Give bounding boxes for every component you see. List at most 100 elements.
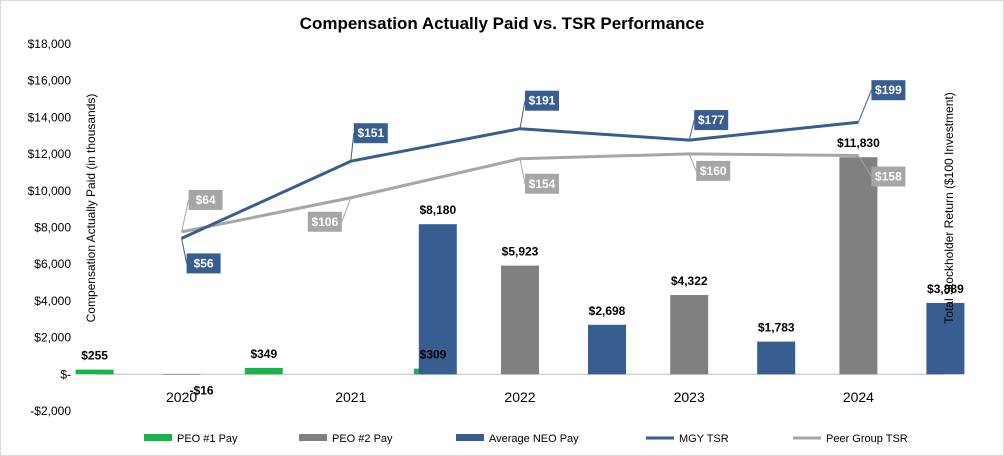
y-axis-title: Compensation Actually Paid (in thousands… [84,94,98,323]
legend-label: Average NEO Pay [489,433,579,445]
callout-value: $56 [194,256,214,270]
legend-item-peo-2-pay: PEO #2 Pay [299,433,393,445]
secondary-y-axis-title: Total Stockholder Return ($100 Investmen… [942,92,956,323]
y-tick-label: -$2,000 [30,404,71,418]
callout-box [307,211,342,232]
callout-leader [857,90,872,123]
x-tick-label: 2024 [843,389,874,405]
x-tick-label: 2023 [674,389,705,405]
bar-average-neo-pay-2023 [757,341,796,375]
callout-box [353,123,388,144]
legend: PEO #1 Pay PEO #2 Pay Average NEO Pay MGY T… [144,433,908,445]
bar-peo-1-pay-2020 [75,369,114,375]
chart-title: Compensation Actually Paid vs. TSR Perfo… [300,14,705,33]
y-tick-label: $16,000 [28,74,72,88]
callout-box [525,173,559,194]
bar-peo-2-pay-2024 [839,157,878,375]
callout-value: $151 [357,126,384,140]
tsr-callout: $56 [181,238,221,274]
callout-value: $177 [698,113,725,127]
callout-value: $154 [529,177,556,191]
callout-leader [688,153,697,172]
bar-peo-2-pay-2022 [501,265,539,375]
bar-data-labels: $255 $349 $309 -$16 $5,923 $4,322 $11,830 $8,18… [81,136,964,397]
callout-value: $199 [875,83,902,97]
callout-leader [181,199,190,233]
bar-average-neo-pay-2024 [926,302,965,375]
legend-item-mgy-tsr: MGY TSR [646,433,729,445]
callout-value: $64 [196,193,216,207]
tsr-callout: $151 [350,123,388,162]
y-tick-label: $- [60,367,71,381]
bar-peo-2-pay-2023 [670,294,709,375]
callout-leader [519,100,526,129]
callout-box [696,160,731,181]
tsr-callout: $199 [857,80,906,123]
bar-data-label: $3,889 [927,282,964,296]
legend-item-average-neo-pay: Average NEO Pay [456,433,579,445]
callout-leader [181,238,188,264]
legend-swatch [456,434,484,441]
y-tick-label: $14,000 [28,110,72,124]
legend-label: PEO #1 Pay [177,433,238,445]
tsr-callout: $64 [181,189,223,233]
bar-data-label: -$16 [190,383,214,397]
y-tick-label: $4,000 [34,294,71,308]
tsr-callout: $191 [519,90,559,129]
callout-box [871,80,906,101]
callout-leader [857,155,872,177]
legend-label: MGY TSR [679,433,729,445]
bar-data-label: $1,783 [758,321,795,335]
callout-value: $106 [311,215,338,229]
y-tick-label: $10,000 [28,184,72,198]
x-tick-label: 2021 [335,389,366,405]
callout-box [186,253,221,274]
bar-data-label: $349 [250,347,277,361]
callout-leader [341,197,352,222]
y-tick-label: $8,000 [34,221,71,235]
bar-data-label: $8,180 [419,203,456,217]
callout-box [694,110,729,131]
x-tick-label: 2020 [166,389,197,405]
x-axis-categories: 2020 2021 2022 2023 2024 [166,389,874,405]
x-tick-label: 2022 [504,389,535,405]
bar-average-neo-pay-2022 [588,324,626,375]
tsr-lines [180,120,859,240]
callout-value: $160 [700,164,727,178]
tsr-callout: $106 [307,197,352,232]
callout-value: $191 [529,94,556,108]
bars [75,157,965,375]
y-tick-label: $2,000 [34,331,71,345]
callout-box [188,189,223,210]
legend-item-peer-group-tsr: Peer Group TSR [793,433,908,445]
y-tick-label: $18,000 [28,37,72,51]
mgy-tsr-line [180,120,859,240]
bar-peo-1-pay-2021 [244,367,283,375]
tsr-callouts: $56 $151 $191 $177 $199 $64 $106 $154 $160 $158 [181,80,906,274]
callout-box [871,166,906,187]
y-tick-label: $6,000 [34,257,71,271]
callout-box [525,90,559,111]
bar-data-label: $5,923 [502,245,539,259]
tsr-callout: $177 [688,110,729,141]
callout-leader [519,158,526,184]
tsr-callout: $154 [519,158,559,194]
y-axis-ticks: -$2,000 $- $2,000 $4,000 $6,000 $8,000 $10,000… [28,37,72,418]
bar-data-label: $11,830 [837,136,880,150]
bar-data-label: $255 [81,349,108,363]
bar-data-label: $309 [420,348,447,362]
bar-data-label: $4,322 [671,274,708,288]
tsr-callout: $160 [688,153,731,181]
legend-label: Peer Group TSR [826,433,908,445]
legend-swatch [299,434,327,441]
callout-leader [350,133,355,162]
bar-data-label: $2,698 [589,304,626,318]
callout-value: $158 [875,170,902,184]
bar-peo-2-pay-2020 [162,374,201,375]
legend-item-peo-1-pay: PEO #1 Pay [144,433,238,445]
legend-swatch [144,434,172,441]
legend-label: PEO #2 Pay [332,433,393,445]
y-tick-label: $12,000 [28,147,72,161]
